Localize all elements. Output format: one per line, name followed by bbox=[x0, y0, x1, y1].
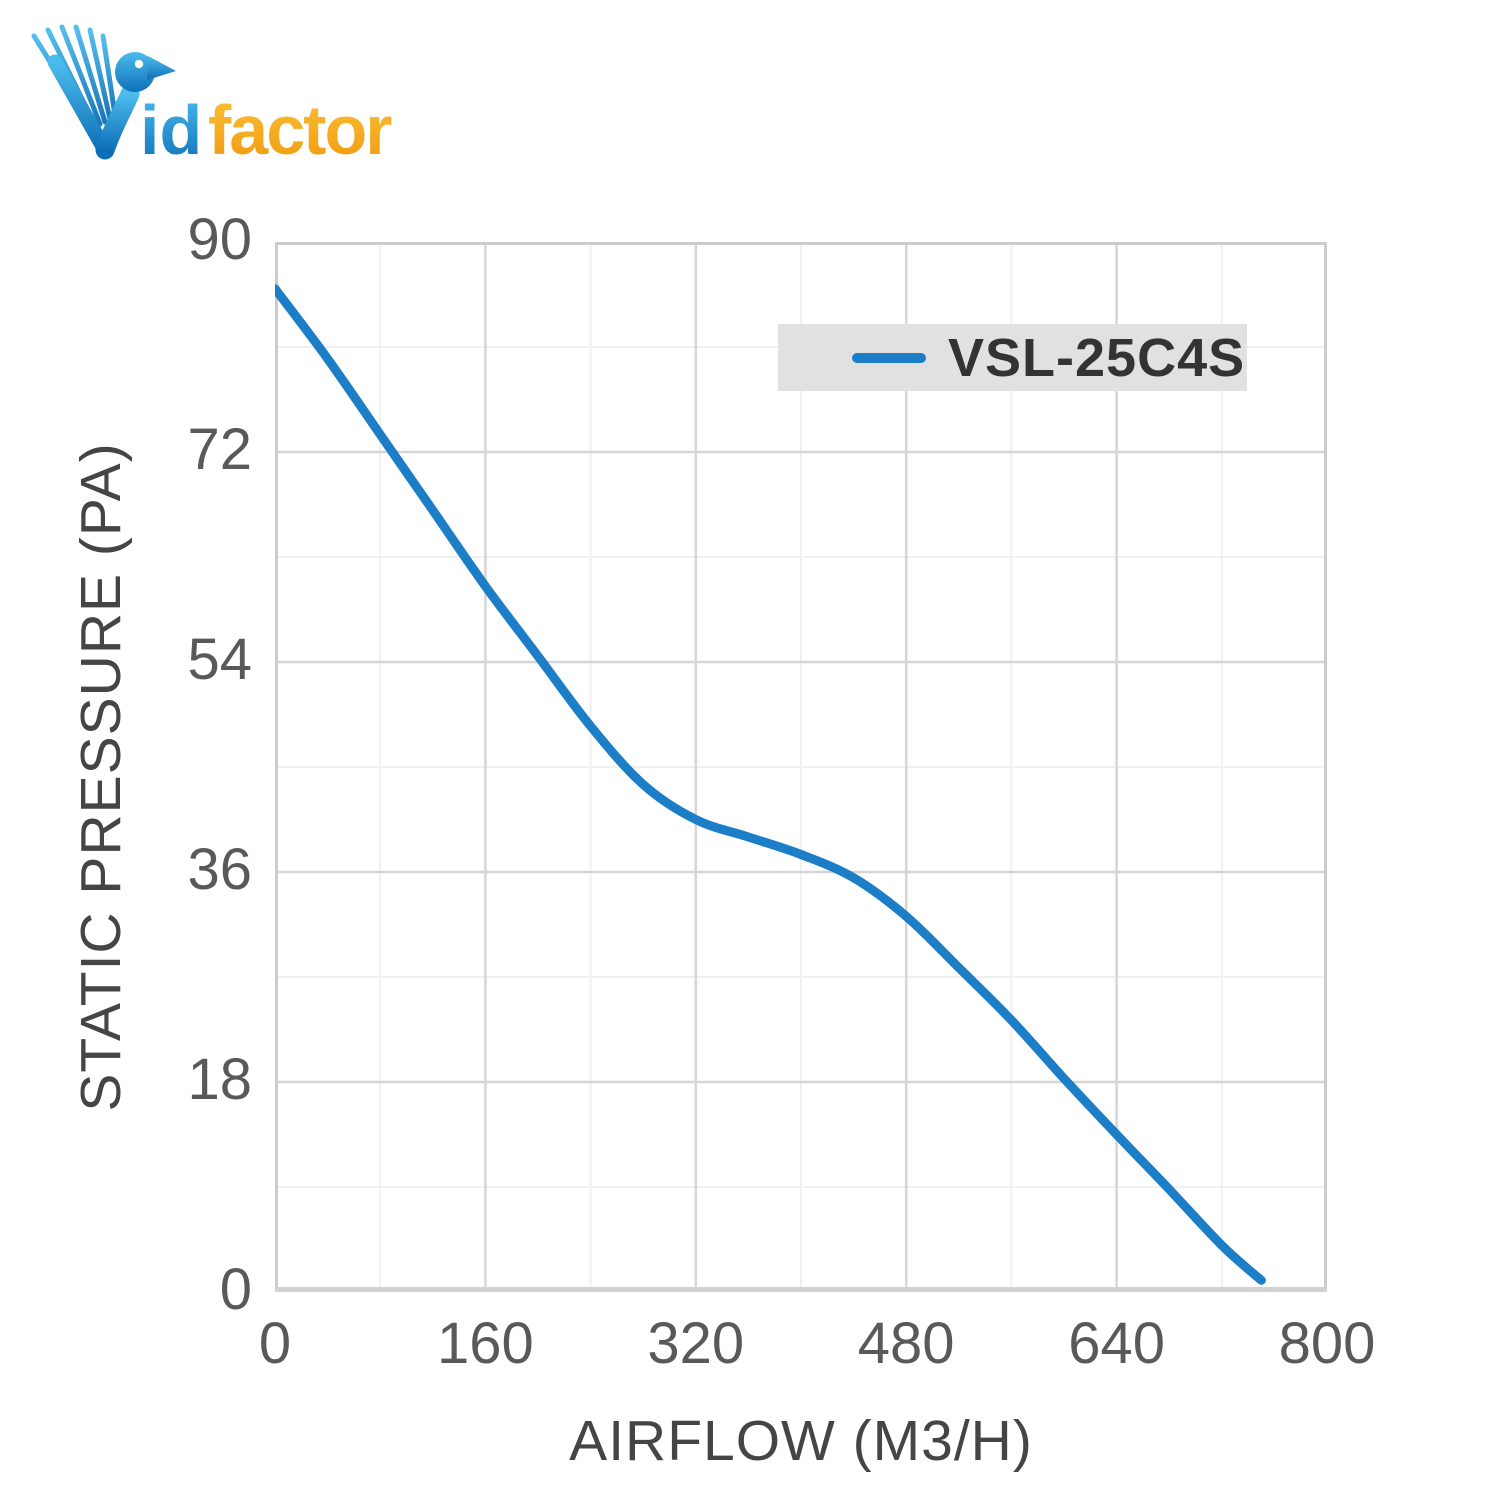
legend-line-swatch bbox=[852, 352, 926, 363]
x-tick-label: 160 bbox=[437, 1311, 534, 1376]
legend: VSL-25C4S bbox=[778, 324, 1247, 391]
logo-text-id: id bbox=[140, 91, 202, 169]
series-line-vsl-25c4s bbox=[275, 284, 1266, 1285]
x-tick-label: 320 bbox=[647, 1311, 745, 1376]
x-axis-title: AIRFLOW (M3/H) bbox=[569, 1409, 1033, 1473]
y-tick-label: 90 bbox=[187, 207, 252, 272]
y-axis-title: STATIC PRESSURE (PA) bbox=[69, 442, 133, 1112]
plot-area bbox=[275, 242, 1327, 1292]
y-tick-label: 54 bbox=[187, 627, 252, 692]
x-tick-label: 480 bbox=[857, 1311, 955, 1376]
vidfactor-logo: id factor bbox=[31, 24, 394, 169]
x-tick-label: 800 bbox=[1278, 1311, 1376, 1376]
legend-label: VSL-25C4S bbox=[948, 327, 1246, 388]
logo-text-factor: factor bbox=[208, 91, 392, 169]
bird-eye-dot bbox=[134, 59, 144, 69]
y-tick-label: 36 bbox=[187, 837, 252, 902]
dove-bird-icon bbox=[31, 24, 176, 160]
y-tick-label: 0 bbox=[219, 1257, 252, 1322]
y-tick-label: 18 bbox=[187, 1047, 252, 1112]
x-tick-label: 640 bbox=[1068, 1311, 1165, 1376]
x-tick-label: 0 bbox=[258, 1311, 292, 1376]
y-tick-label: 72 bbox=[187, 417, 252, 482]
